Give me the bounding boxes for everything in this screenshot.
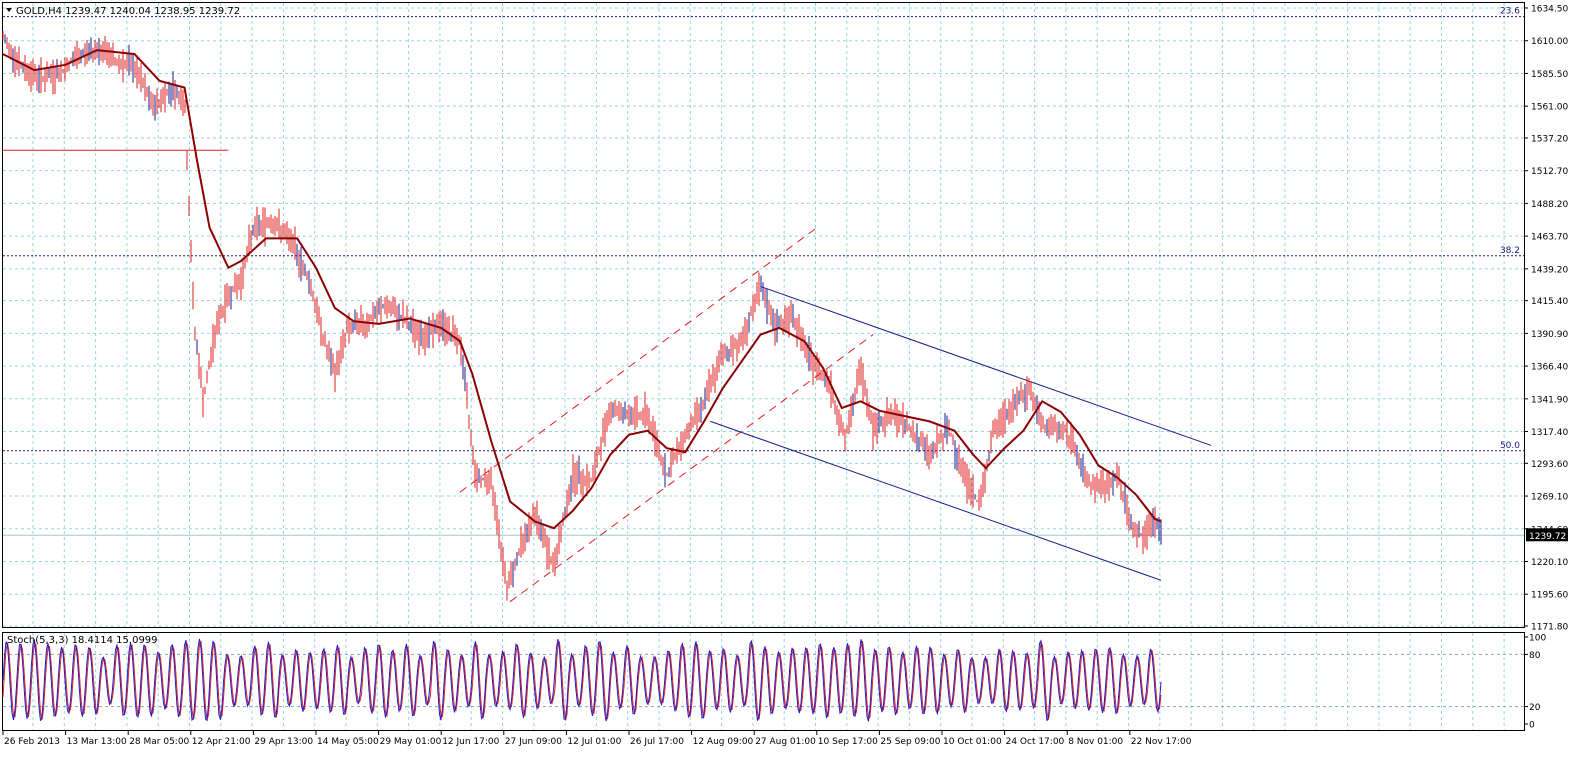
time-tick-label: 24 Oct 17:00 (1006, 737, 1065, 747)
time-tick-label: 12 Jun 17:00 (442, 737, 499, 747)
price-tick-label: 1439.20 (1531, 265, 1568, 275)
price-tick-label: 1220.10 (1531, 558, 1568, 568)
price-tick-label: 1488.20 (1531, 200, 1568, 210)
price-tick-label: 1512.70 (1531, 167, 1568, 177)
time-tick-label: 12 Aug 09:00 (693, 737, 754, 747)
blue-channel-line (710, 420, 1162, 581)
stoch-tick-label: 20 (1529, 703, 1541, 713)
red-channel-line (509, 334, 874, 603)
stoch-tick-label: 80 (1529, 651, 1541, 661)
time-tick-label: 13 Mar 13:00 (67, 737, 127, 747)
price-tick-label: 1415.40 (1531, 297, 1568, 307)
fib-level-label: 23.6 (1500, 7, 1520, 17)
symbol-header: GOLD,H4 1239.47 1240.04 1238.95 1239.72 (16, 6, 240, 17)
price-tick-label: 1293.60 (1531, 460, 1568, 470)
red-channel-line (459, 227, 818, 493)
blue-channel-line (760, 286, 1212, 446)
current-price-label: 1239.72 (1529, 532, 1566, 542)
time-tick-label: 26 Jul 17:00 (630, 737, 684, 747)
fib-level-label: 50.0 (1500, 441, 1520, 451)
price-tick-label: 1171.80 (1531, 623, 1568, 633)
time-tick-label: 28 Mar 05:00 (129, 737, 189, 747)
moving-average (2, 49, 1162, 530)
chevron-down-icon[interactable] (6, 8, 12, 12)
time-tick-label: 10 Oct 01:00 (943, 737, 1002, 747)
stoch-header: Stoch(5,3,3) 18.4114 15.0999 (7, 635, 158, 646)
price-tick-label: 1634.50 (1531, 5, 1568, 15)
overlay-lines: 23.6 38.2 50.0 (3, 7, 1524, 603)
stoch-tick-label: 100 (1529, 634, 1546, 644)
time-tick-label: 25 Sep 09:00 (880, 737, 940, 747)
price-tick-label: 1561.00 (1531, 103, 1568, 113)
price-tick-label: 1390.90 (1531, 330, 1568, 340)
price-tick-label: 1610.00 (1531, 37, 1568, 47)
time-tick-label: 10 Sep 17:00 (818, 737, 878, 747)
time-tick-label: 27 Jun 09:00 (505, 737, 562, 747)
fib-level-label: 38.2 (1500, 246, 1520, 256)
time-tick-label: 27 Aug 01:00 (755, 737, 816, 747)
price-tick-label: 1317.40 (1531, 428, 1568, 438)
price-tick-label: 1366.40 (1531, 363, 1568, 373)
candles (2, 31, 1162, 601)
stoch-tick-label: 0 (1529, 721, 1535, 731)
price-pane-frame (2, 2, 1525, 628)
price-tick-label: 1537.20 (1531, 134, 1568, 144)
price-tick-label: 1585.50 (1531, 70, 1568, 80)
price-tick-label: 1269.10 (1531, 493, 1568, 503)
moving-average-line (2, 49, 1162, 530)
time-tick-label: 22 Nov 17:00 (1131, 737, 1192, 747)
time-tick-label: 29 Apr 13:00 (254, 737, 313, 747)
time-tick-label: 12 Apr 21:00 (192, 737, 251, 747)
grid (3, 3, 1524, 730)
stoch-signal-line (2, 640, 1162, 721)
price-tick-label: 1463.70 (1531, 233, 1568, 243)
stoch-pane-frame (2, 632, 1525, 731)
time-tick-label: 14 May 05:00 (317, 737, 379, 747)
time-tick-label: 12 Jul 01:00 (567, 737, 621, 747)
stochastic-oscillator (2, 638, 1162, 722)
time-tick-label: 26 Feb 2013 (4, 737, 60, 747)
stoch-main-line (2, 638, 1162, 722)
price-axis: 1634.50 1610.00 1585.50 1561.00 1537.20 1512.… (1524, 5, 1568, 731)
current-price-tag (1526, 528, 1568, 542)
price-tick-label: 1195.60 (1531, 591, 1568, 601)
time-tick-label: 29 May 01:00 (380, 737, 442, 747)
price-tick-label: 1341.90 (1531, 395, 1568, 405)
time-axis: 26 Feb 2013 13 Mar 13:00 28 Mar 05:00 12 Ap… (2, 730, 1192, 747)
time-tick-label: 8 Nov 01:00 (1068, 737, 1123, 747)
